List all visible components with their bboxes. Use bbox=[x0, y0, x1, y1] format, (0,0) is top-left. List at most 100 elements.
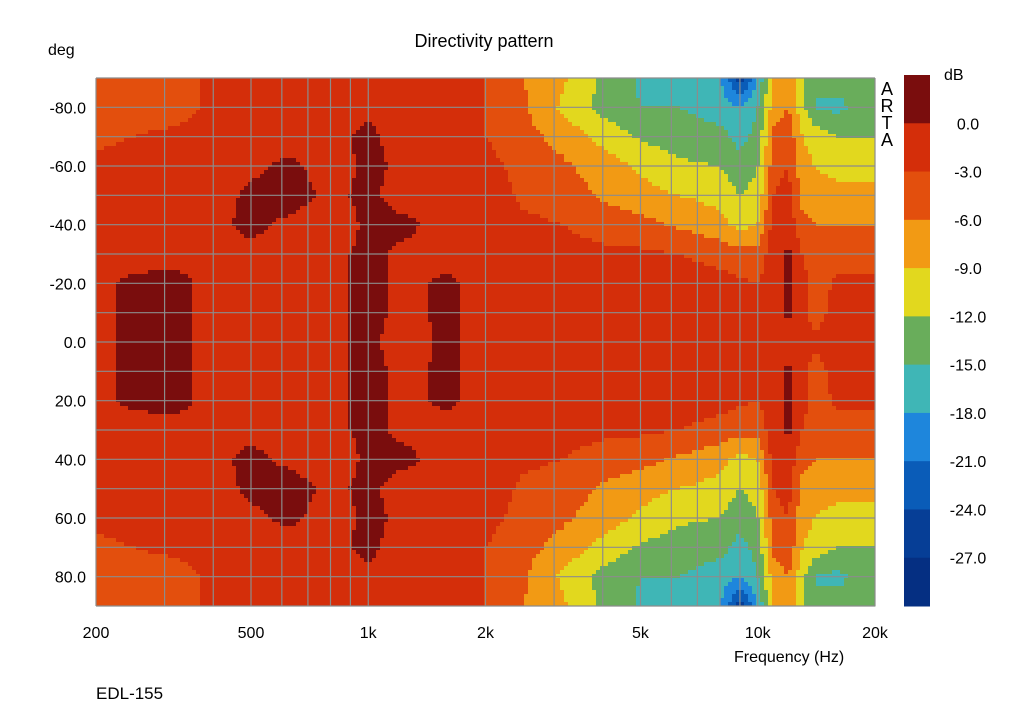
heatmap-cell bbox=[292, 90, 297, 95]
heatmap-cell bbox=[236, 122, 241, 127]
heatmap-cell bbox=[516, 122, 521, 127]
heatmap-cell bbox=[380, 158, 385, 163]
heatmap-cell bbox=[484, 130, 489, 135]
heatmap-cell bbox=[624, 122, 629, 127]
heatmap-cell bbox=[684, 130, 689, 135]
heatmap-cell bbox=[468, 170, 473, 175]
heatmap-cell bbox=[304, 82, 309, 87]
heatmap-cell bbox=[588, 114, 593, 119]
heatmap-cell bbox=[624, 78, 629, 83]
heatmap-cell bbox=[376, 130, 381, 135]
heatmap-cell bbox=[692, 146, 697, 151]
heatmap-cell bbox=[828, 126, 833, 131]
heatmap-cell bbox=[412, 82, 417, 87]
heatmap-cell bbox=[772, 118, 777, 123]
heatmap-cell bbox=[480, 174, 485, 179]
heatmap-cell bbox=[128, 110, 133, 115]
heatmap-cell bbox=[516, 98, 521, 103]
heatmap-cell bbox=[284, 138, 289, 143]
heatmap-cell bbox=[136, 150, 141, 155]
heatmap-cell bbox=[136, 158, 141, 163]
heatmap-cell bbox=[336, 174, 341, 179]
heatmap-cell bbox=[408, 126, 413, 131]
heatmap-cell bbox=[852, 166, 857, 171]
heatmap-cell bbox=[672, 142, 677, 147]
heatmap-cell bbox=[852, 102, 857, 107]
heatmap-cell bbox=[100, 102, 105, 107]
heatmap-cell bbox=[808, 150, 813, 155]
heatmap-cell bbox=[680, 166, 685, 171]
heatmap-cell bbox=[356, 146, 361, 151]
heatmap-cell bbox=[260, 158, 265, 163]
heatmap-cell bbox=[632, 162, 637, 167]
heatmap-cell bbox=[636, 90, 641, 95]
heatmap-cell bbox=[364, 130, 369, 135]
heatmap-cell bbox=[516, 118, 521, 123]
heatmap-cell bbox=[396, 110, 401, 115]
heatmap-cell bbox=[260, 94, 265, 99]
heatmap-cell bbox=[704, 130, 709, 135]
heatmap-cell bbox=[376, 174, 381, 179]
heatmap-cell bbox=[488, 162, 493, 167]
heatmap-cell bbox=[384, 178, 389, 183]
heatmap-cell bbox=[208, 122, 213, 127]
heatmap-cell bbox=[112, 82, 117, 87]
heatmap-cell bbox=[616, 154, 621, 159]
heatmap-cell bbox=[528, 86, 533, 91]
heatmap-cell bbox=[468, 90, 473, 95]
heatmap-cell bbox=[856, 166, 861, 171]
heatmap-cell bbox=[304, 146, 309, 151]
heatmap-cell bbox=[716, 118, 721, 123]
heatmap-cell bbox=[512, 118, 517, 123]
heatmap-cell bbox=[632, 90, 637, 95]
heatmap-cell bbox=[824, 86, 829, 91]
heatmap-cell bbox=[232, 90, 237, 95]
heatmap-cell bbox=[292, 118, 297, 123]
heatmap-cell bbox=[148, 162, 153, 167]
heatmap-cell bbox=[572, 170, 577, 175]
heatmap-cell bbox=[124, 130, 129, 135]
heatmap-cell bbox=[372, 122, 377, 127]
heatmap-cell bbox=[184, 98, 189, 103]
heatmap-cell bbox=[824, 122, 829, 127]
heatmap-cell bbox=[288, 94, 293, 99]
heatmap-cell bbox=[632, 150, 637, 155]
heatmap-cell bbox=[212, 154, 217, 159]
heatmap-cell bbox=[120, 158, 125, 163]
heatmap-cell bbox=[332, 166, 337, 171]
heatmap-cell bbox=[808, 138, 813, 143]
heatmap-cell bbox=[200, 94, 205, 99]
heatmap-cell bbox=[784, 154, 789, 159]
heatmap-cell bbox=[608, 106, 613, 111]
heatmap-cell bbox=[300, 174, 305, 179]
heatmap-cell bbox=[428, 158, 433, 163]
heatmap-cell bbox=[216, 142, 221, 147]
heatmap-cell bbox=[368, 158, 373, 163]
heatmap-cell bbox=[236, 158, 241, 163]
heatmap-cell bbox=[772, 142, 777, 147]
heatmap-cell bbox=[624, 138, 629, 143]
heatmap-cell bbox=[352, 138, 357, 143]
heatmap-cell bbox=[440, 118, 445, 123]
heatmap-cell bbox=[288, 162, 293, 167]
heatmap-cell bbox=[120, 178, 125, 183]
heatmap-cell bbox=[732, 166, 737, 171]
heatmap-cell bbox=[772, 174, 777, 179]
heatmap-cell bbox=[824, 114, 829, 119]
heatmap-cell bbox=[852, 158, 857, 163]
heatmap-cell bbox=[500, 122, 505, 127]
heatmap-cell bbox=[444, 110, 449, 115]
heatmap-cell bbox=[128, 78, 133, 83]
heatmap-cell bbox=[248, 106, 253, 111]
heatmap-cell bbox=[644, 166, 649, 171]
heatmap-cell bbox=[744, 138, 749, 143]
heatmap-cell bbox=[420, 138, 425, 143]
heatmap-cell bbox=[652, 170, 657, 175]
heatmap-cell bbox=[316, 162, 321, 167]
heatmap-cell bbox=[588, 166, 593, 171]
heatmap-cell bbox=[196, 126, 201, 131]
heatmap-cell bbox=[772, 110, 777, 115]
heatmap-cell bbox=[392, 158, 397, 163]
heatmap-cell bbox=[412, 98, 417, 103]
heatmap-cell bbox=[448, 90, 453, 95]
